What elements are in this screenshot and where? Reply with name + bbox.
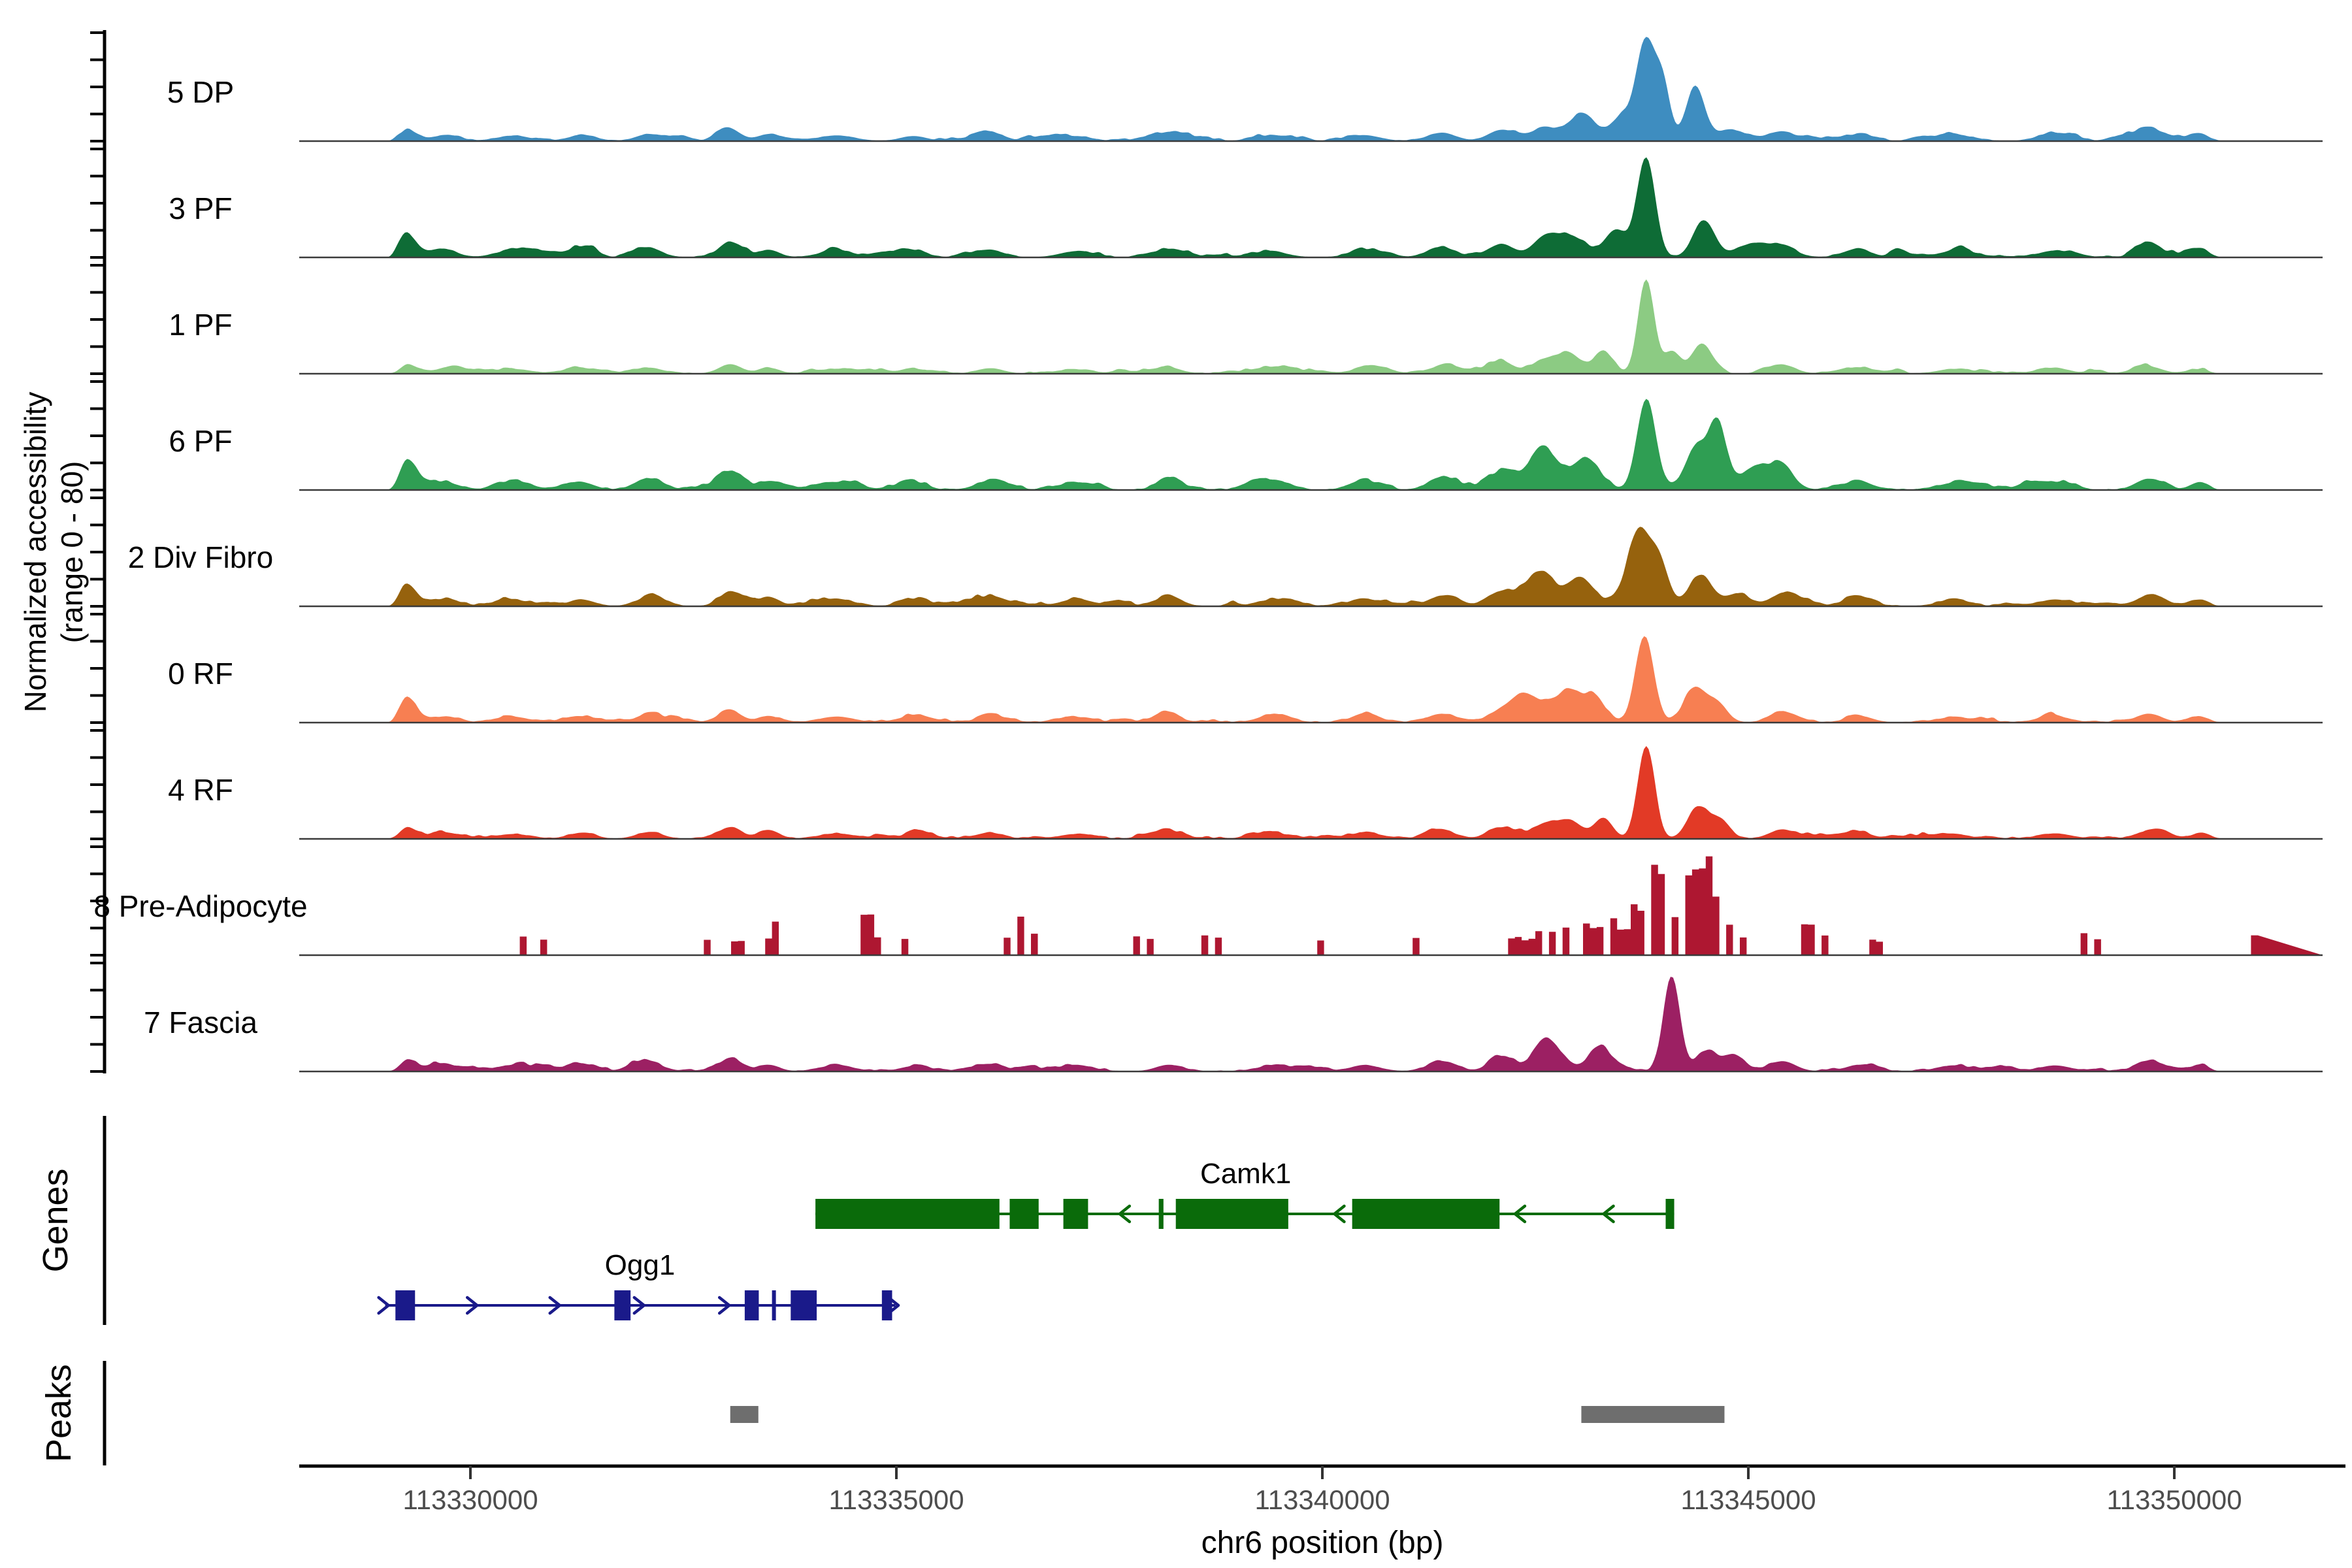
x-tick-label-113350000: 113350000	[2106, 1484, 2242, 1515]
gene-label-camk1: Camk1	[1200, 1158, 1292, 1190]
track-label-4-rf: 4 RF	[168, 773, 233, 807]
x-axis-title: chr6 position (bp)	[1201, 1526, 1444, 1560]
x-tick-label-113330000: 113330000	[402, 1484, 538, 1515]
track-label-6-pf: 6 PF	[169, 424, 233, 458]
genes-panel-label: Genes	[36, 1168, 75, 1273]
track-label-1-pf: 1 PF	[169, 308, 233, 342]
track-label-5-dp: 5 DP	[167, 75, 235, 109]
peaks-panel-label: Peaks	[39, 1364, 78, 1463]
track-label-3-pf: 3 PF	[169, 191, 233, 225]
track-label-8-pre-adipocyte: 8 Pre-Adipocyte	[93, 889, 308, 923]
x-tick-label-113345000: 113345000	[1680, 1484, 1816, 1515]
track-label-0-rf: 0 RF	[168, 657, 233, 691]
x-tick-label-113340000: 113340000	[1254, 1484, 1390, 1515]
x-tick-label-113335000: 113335000	[828, 1484, 964, 1515]
track-label-7-fascia: 7 Fascia	[144, 1005, 257, 1039]
track-label-2-div-fibro: 2 Div Fibro	[127, 540, 274, 574]
gene-label-ogg1: Ogg1	[604, 1249, 676, 1281]
